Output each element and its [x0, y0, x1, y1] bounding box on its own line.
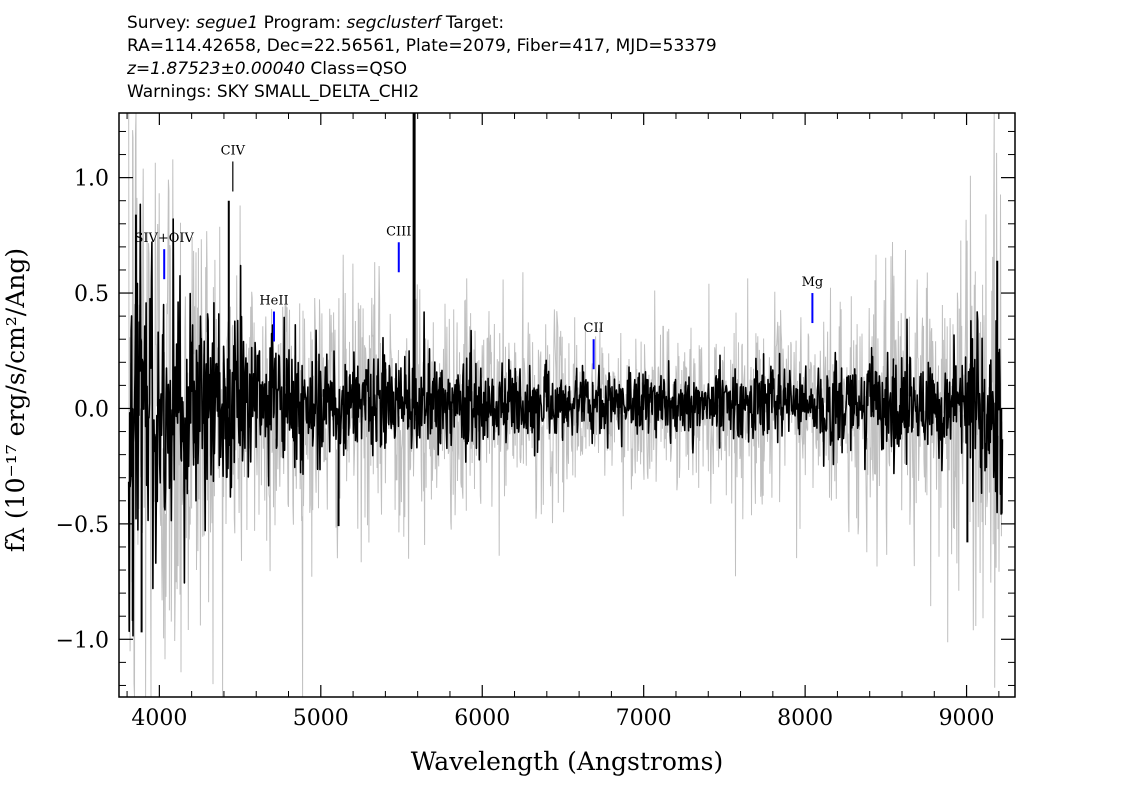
spectrum-header: Survey: segue1 Program: segclusterf Targ…: [127, 12, 717, 104]
target-label: Target:: [445, 13, 505, 33]
x-tick-label: 9000: [939, 706, 995, 731]
y-axis-title: fλ (10⁻¹⁷ erg/s/cm²/Ang): [1, 248, 30, 552]
x-tick-label: 7000: [616, 706, 672, 731]
x-tick-label: 6000: [454, 706, 510, 731]
redshift-value: z=1.87523±0.00040: [127, 59, 306, 79]
y-tick-label: 0.0: [74, 397, 109, 422]
emission-line-label: Mg: [802, 275, 824, 290]
emission-line-label: CIV: [221, 143, 246, 158]
header-line-redshift: z=1.87523±0.00040 Class=QSO: [127, 58, 717, 81]
x-tick-label: 8000: [777, 706, 833, 731]
header-line-survey: Survey: segue1 Program: segclusterf Targ…: [127, 12, 717, 35]
emission-line-label: CII: [584, 321, 604, 336]
survey-value: segue1: [196, 13, 259, 33]
header-line-coordinates: RA=114.42658, Dec=22.56561, Plate=2079, …: [127, 36, 717, 56]
emission-line-label: HeII: [259, 294, 288, 309]
header-line-warnings: Warnings: SKY SMALL_DELTA_CHI2: [127, 82, 420, 102]
emission-line-label: CIII: [386, 224, 411, 239]
survey-label: Survey:: [127, 13, 191, 33]
flux-layer: [127, 113, 1004, 637]
plot-frame: [118, 112, 1016, 698]
y-tick-label: −1.0: [56, 628, 109, 653]
x-tick-label: 4000: [131, 706, 187, 731]
x-axis-title: Wavelength (Angstroms): [411, 747, 723, 776]
x-tick-label: 5000: [293, 706, 349, 731]
class-value: Class=QSO: [310, 59, 407, 79]
emission-line-label: SIV+OIV: [134, 231, 194, 246]
program-label: Program:: [263, 13, 342, 33]
y-tick-label: 0.5: [74, 282, 109, 307]
y-tick-label: −0.5: [56, 513, 109, 538]
y-tick-label: 1.0: [74, 167, 109, 192]
ticks-layer: 4000 5000 6000 7000 8000 9000 −1.0 −0.5 0.0 0.5 1.…: [56, 113, 1015, 731]
program-value: segclusterf: [346, 13, 441, 33]
emission-lines-layer: SIV+OIV CIV HeII CIII CII Mg: [134, 143, 824, 370]
flux-trace: [127, 203, 1004, 637]
